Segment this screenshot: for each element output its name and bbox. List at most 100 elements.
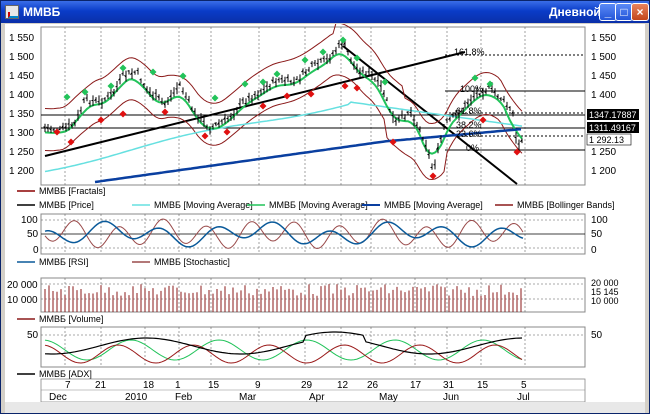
chart-app-icon[interactable]	[5, 5, 19, 19]
oscillator-guides	[41, 219, 585, 249]
price-bar-tick	[451, 113, 454, 116]
price-bar-tick	[361, 70, 364, 72]
price-bar-tick	[358, 71, 361, 75]
price-bar-tick	[160, 101, 163, 103]
downtrend-line[interactable]	[342, 45, 518, 185]
price-bar-tick	[94, 98, 97, 102]
oscillator-legend: ММВБ [RSI] ММВБ [Stochastic]	[17, 257, 230, 267]
price-bar-tick	[310, 62, 313, 65]
legend-volume[interactable]: ММВБ [Volume]	[39, 314, 103, 324]
price-bar-tick	[322, 57, 325, 60]
price-bar-tick	[145, 88, 148, 91]
fractal-marker	[119, 110, 127, 118]
price-tag-1311-bg	[587, 122, 639, 133]
day-label-17: 17	[410, 380, 422, 391]
title-bar[interactable]: ММВБ Дневной _ □ ×	[1, 1, 649, 23]
price-bar-tick	[262, 88, 265, 91]
price-bar-tick	[73, 121, 76, 125]
day-label-18: 18	[143, 380, 155, 391]
price-label-1400: 1 400	[9, 90, 34, 101]
price-bar-tick	[247, 95, 250, 99]
price-right-1400: 1 400	[591, 90, 616, 101]
legend-stochastic[interactable]: ММВБ [Stochastic]	[154, 257, 230, 267]
chart-canvas[interactable]: 1 550 1 500 1 450 1 400 1 350 1 300 1 25…	[5, 22, 645, 403]
price-bar-tick	[484, 91, 487, 94]
price-bar-tick	[436, 146, 439, 150]
legend-adx[interactable]: ММВБ [ADX]	[39, 369, 92, 379]
price-bar-tick	[229, 115, 232, 118]
price-bar-tick	[238, 103, 241, 105]
day-label-1: 1	[175, 380, 181, 391]
close-button[interactable]: ×	[631, 3, 649, 21]
legend-ma-mid[interactable]: ММВБ [Moving Average]	[269, 200, 368, 210]
price-bar-tick	[133, 71, 136, 73]
fractal-marker	[241, 80, 249, 88]
price-bar-tick	[157, 95, 160, 99]
price-bar-tick	[502, 98, 505, 101]
price-tag-1292: 1 292.13	[589, 135, 624, 145]
price-bar-tick	[415, 124, 418, 127]
day-label-9: 9	[255, 380, 261, 391]
price-bar-tick	[277, 78, 280, 81]
price-right-1200: 1 200	[591, 166, 616, 177]
chart-area[interactable]: 1 550 1 500 1 450 1 400 1 350 1 300 1 25…	[5, 22, 645, 403]
price-bar-tick	[169, 95, 172, 98]
fib-label-161: 161.8%	[454, 47, 485, 57]
price-label-1550: 1 550	[9, 33, 34, 44]
adx-minus-di-line	[44, 344, 523, 364]
legend-ma-fast[interactable]: ММВБ [Moving Average]	[154, 200, 253, 210]
fractal-marker	[307, 90, 315, 98]
day-label-21: 21	[95, 380, 107, 391]
osc-right-100: 100	[591, 215, 608, 226]
period-label[interactable]: Дневной	[549, 5, 601, 19]
fractal-marker	[223, 128, 231, 136]
legend-rsi[interactable]: ММВБ [RSI]	[39, 257, 88, 267]
volume-left-axis: 20 000 10 000	[7, 280, 38, 306]
price-bar-tick	[466, 101, 469, 105]
price-bar-tick	[316, 62, 319, 65]
legend-price[interactable]: ММВБ [Price]	[39, 200, 94, 210]
price-bar-tick	[397, 117, 400, 120]
uptrend-line[interactable]	[44, 51, 466, 157]
fib-label-38: 38.2%	[456, 120, 482, 130]
fractal-marker	[381, 78, 389, 86]
legend-bollinger[interactable]: ММВБ [Bollinger Bands]	[517, 200, 614, 210]
fractal-marker	[283, 92, 291, 100]
price-bar-tick	[283, 79, 286, 82]
price-bar-tick	[505, 105, 508, 108]
month-label-may: May	[379, 392, 398, 402]
price-bar-tick	[52, 128, 55, 131]
osc-label-0: 0	[33, 245, 39, 256]
price-bar-tick	[253, 93, 256, 96]
fractal-marker	[353, 84, 361, 92]
price-panel[interactable]	[40, 26, 586, 186]
day-label-5: 5	[521, 380, 527, 391]
adx-right-50: 50	[591, 330, 603, 341]
fractal-marker	[211, 94, 219, 102]
price-bar-tick	[178, 83, 181, 86]
price-bar-tick	[187, 98, 190, 102]
price-bar-tick	[265, 85, 268, 87]
price-bar-tick	[364, 73, 367, 76]
price-bar-tick	[214, 122, 217, 126]
volume-right-15145: 15 145	[591, 287, 619, 297]
price-bar-tick	[349, 58, 352, 62]
price-right-1550: 1 550	[591, 33, 616, 44]
price-label-1500: 1 500	[9, 52, 34, 63]
price-bar-tick	[340, 43, 343, 46]
price-tag-1347: 1347.17887	[589, 110, 637, 120]
month-label-jul: Jul	[517, 392, 530, 402]
horizontal-scrollbar[interactable]	[5, 402, 645, 413]
volume-right-axis: 20 000 15 145 10 000	[591, 278, 619, 306]
month-label-jun: Jun	[443, 392, 459, 402]
price-tag-1311: 1311.49167	[589, 123, 636, 133]
month-label-feb: Feb	[175, 392, 193, 402]
price-bar-tick	[403, 117, 406, 119]
legend-fractals[interactable]: ММВБ [Fractals]	[39, 186, 105, 196]
price-bar-tick	[163, 102, 166, 106]
day-label-29: 29	[301, 380, 313, 391]
day-label-31: 31	[443, 380, 455, 391]
price-bar-tick	[520, 139, 523, 143]
price-bar-tick	[469, 99, 472, 101]
legend-ma-slow[interactable]: ММВБ [Moving Average]	[384, 200, 483, 210]
